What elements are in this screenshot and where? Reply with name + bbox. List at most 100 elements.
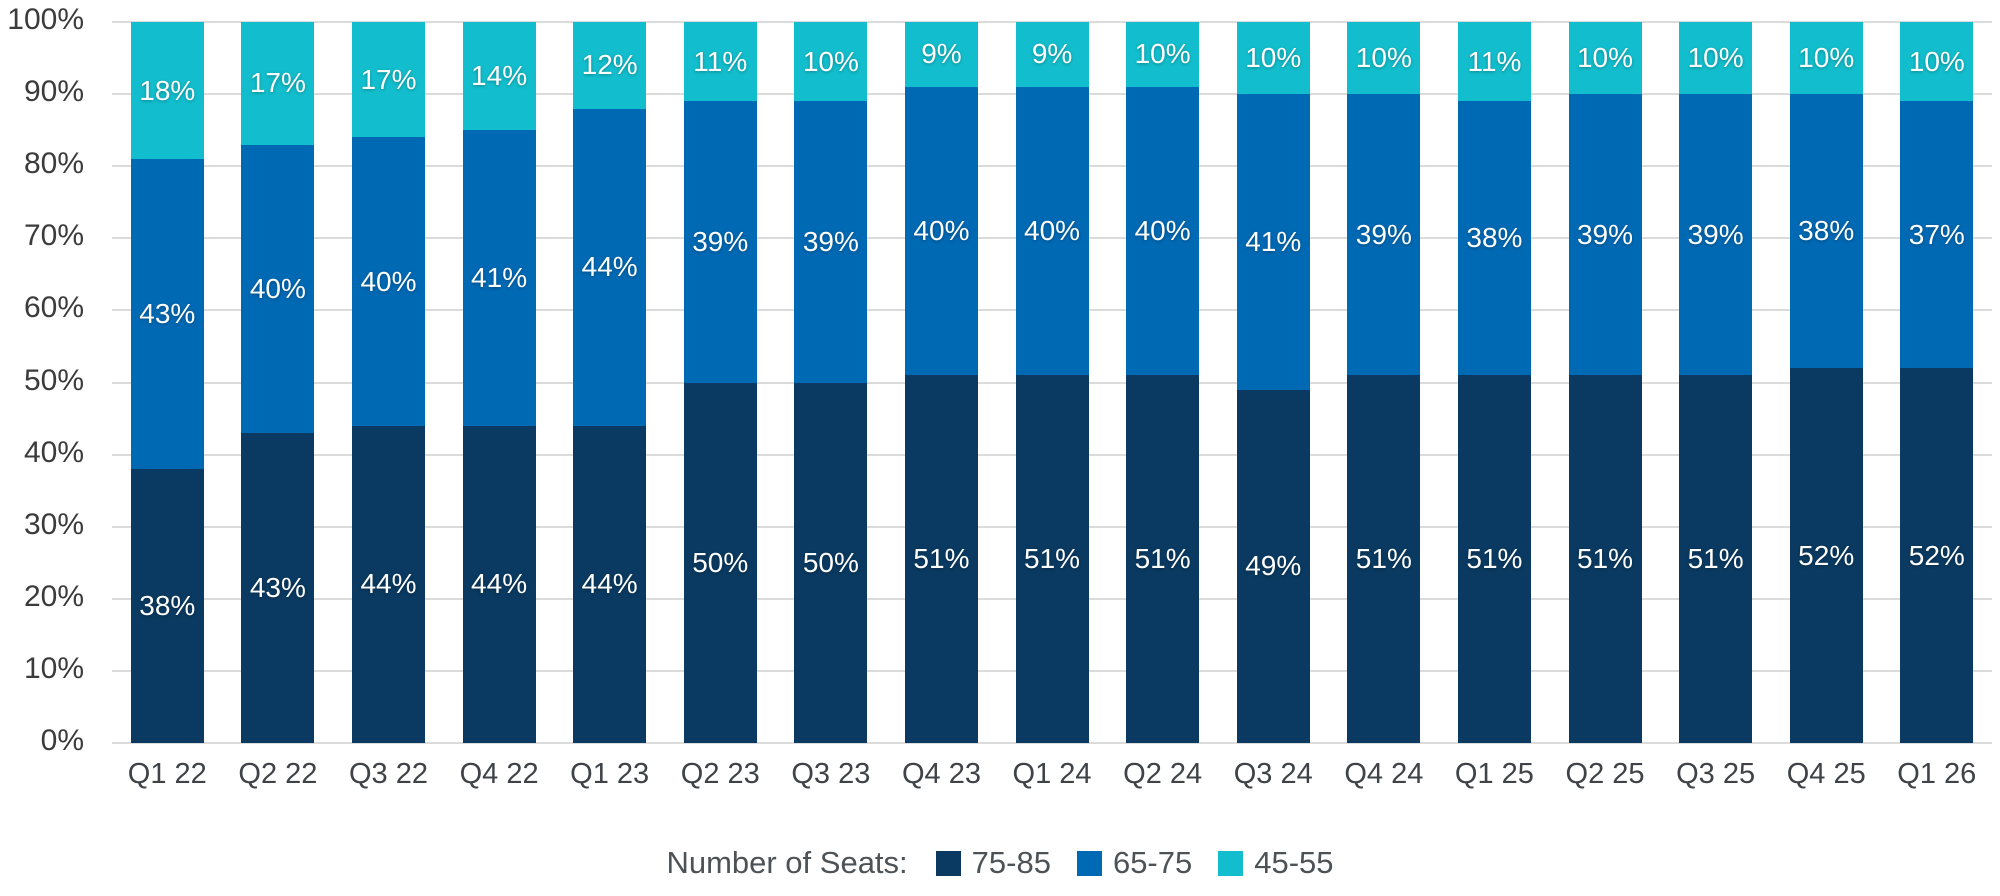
segment-45-55: 18% bbox=[130, 22, 204, 160]
bar-q4-23: 51% 40% 9% bbox=[904, 22, 978, 743]
segment-65-75: 40% bbox=[241, 144, 315, 433]
bar-value-label: 51% bbox=[1687, 543, 1744, 575]
segment-75-85: 52% bbox=[1789, 368, 1863, 743]
segment-45-55: 12% bbox=[573, 22, 647, 109]
bar-value-label: 10% bbox=[802, 45, 859, 77]
bar-q1-25: 51% 38% 11% bbox=[1457, 22, 1531, 743]
x-axis-tick-label-q4-23: Q4 23 bbox=[901, 758, 981, 790]
segment-75-85: 44% bbox=[462, 425, 536, 743]
bar-value-label: 39% bbox=[1355, 218, 1412, 250]
legend-label-45-55: 45-55 bbox=[1254, 845, 1334, 880]
y-axis-tick-label-50: 50% bbox=[23, 363, 84, 397]
segment-65-75: 40% bbox=[1126, 86, 1200, 376]
bar-value-label: 40% bbox=[360, 265, 417, 297]
bar-slot-q1-23: 44% 44% 12% bbox=[554, 22, 665, 743]
segment-45-55: 10% bbox=[1126, 22, 1200, 87]
bar-value-label: 10% bbox=[1798, 42, 1855, 74]
bar-slot-q4-25: 52% 38% 10% bbox=[1771, 22, 1882, 743]
bar-slot-q1-24: 51% 40% 9% bbox=[997, 22, 1108, 743]
segment-75-85: 51% bbox=[1126, 375, 1200, 743]
bar-slot-q2-25: 51% 39% 10% bbox=[1550, 22, 1661, 743]
segment-65-75: 41% bbox=[1236, 94, 1310, 390]
bar-value-label: 10% bbox=[1355, 42, 1412, 74]
bar-q2-22: 43% 40% 17% bbox=[241, 22, 315, 743]
segment-75-85: 51% bbox=[1457, 375, 1531, 743]
segment-45-55: 11% bbox=[1457, 22, 1531, 102]
bar-value-label: 39% bbox=[1687, 218, 1744, 250]
segment-45-55: 10% bbox=[1900, 22, 1974, 102]
bar-value-label: 40% bbox=[249, 272, 306, 304]
segment-45-55: 10% bbox=[1568, 22, 1642, 95]
bar-slot-q2-22: 43% 40% 17% bbox=[223, 22, 334, 743]
bar-value-label: 41% bbox=[1245, 225, 1302, 257]
bar-value-label: 51% bbox=[913, 543, 970, 575]
segment-65-75: 41% bbox=[462, 130, 536, 426]
segment-65-75: 39% bbox=[1347, 94, 1421, 376]
bar-q4-22: 44% 41% 14% bbox=[462, 22, 536, 743]
bar-value-label: 51% bbox=[1576, 543, 1634, 575]
segment-45-55: 9% bbox=[1015, 22, 1089, 87]
legend-swatch-65-75 bbox=[1076, 850, 1102, 876]
bar-value-label: 18% bbox=[139, 74, 196, 106]
segment-45-55: 11% bbox=[683, 22, 757, 102]
y-axis-tick-label-20: 20% bbox=[23, 579, 84, 613]
x-axis-tick-label-q3-23: Q3 23 bbox=[791, 758, 871, 790]
legend-items: 75-85 65-75 45-55 bbox=[935, 845, 1334, 881]
bar-value-label: 10% bbox=[1908, 45, 1965, 77]
segment-65-75: 38% bbox=[1789, 94, 1863, 369]
bar-slot-q1-26: 52% 37% 10% bbox=[1882, 22, 1993, 743]
x-axis-tick-label-q4-24: Q4 24 bbox=[1344, 758, 1424, 790]
segment-75-85: 51% bbox=[1679, 375, 1753, 743]
segment-65-75: 44% bbox=[573, 108, 647, 426]
plot-area: 38% 43% 18% 43% 40% 17% 44% 40% 17% 44% 41% 14% 44% 4… bbox=[112, 21, 1992, 744]
bar-q1-23: 44% 44% 12% bbox=[573, 22, 647, 743]
segment-65-75: 39% bbox=[683, 101, 757, 383]
bar-slot-q3-23: 50% 39% 10% bbox=[776, 22, 887, 743]
y-axis-tick-label-0: 0% bbox=[40, 724, 84, 757]
bar-value-label: 40% bbox=[1134, 215, 1191, 247]
segment-45-55: 17% bbox=[241, 22, 315, 145]
segment-45-55: 10% bbox=[1236, 22, 1310, 95]
legend-item-75-85: 75-85 bbox=[935, 845, 1051, 881]
segment-75-85: 44% bbox=[351, 425, 425, 743]
bar-value-label: 50% bbox=[802, 546, 859, 578]
bar-value-label: 39% bbox=[1576, 218, 1634, 250]
bar-q3-24: 49% 41% 10% bbox=[1236, 22, 1310, 743]
x-axis-tick-label-q1-22: Q1 22 bbox=[127, 758, 207, 790]
bar-q1-24: 51% 40% 9% bbox=[1015, 22, 1089, 743]
bar-value-label: 17% bbox=[360, 63, 417, 95]
bar-value-label: 39% bbox=[802, 225, 859, 257]
bar-value-label: 10% bbox=[1687, 42, 1744, 74]
bar-q2-23: 50% 39% 11% bbox=[683, 22, 757, 743]
bar-slot-q2-23: 50% 39% 11% bbox=[665, 22, 776, 743]
bar-slot-q3-22: 44% 40% 17% bbox=[333, 22, 444, 743]
bar-value-label: 12% bbox=[581, 49, 638, 81]
bar-value-label: 39% bbox=[692, 225, 749, 257]
segment-65-75: 40% bbox=[351, 137, 425, 426]
bar-value-label: 44% bbox=[471, 568, 528, 600]
bar-value-label: 52% bbox=[1908, 539, 1965, 571]
bar-slot-q1-25: 51% 38% 11% bbox=[1439, 22, 1550, 743]
bar-q2-24: 51% 40% 10% bbox=[1126, 22, 1200, 743]
bar-q3-23: 50% 39% 10% bbox=[794, 22, 868, 743]
segment-65-75: 37% bbox=[1900, 101, 1974, 369]
x-axis-tick-label-q3-24: Q3 24 bbox=[1233, 758, 1313, 790]
legend-swatch-45-55 bbox=[1218, 850, 1244, 876]
x-axis-tick-label-q2-24: Q2 24 bbox=[1123, 758, 1203, 790]
bar-value-label: 17% bbox=[249, 67, 306, 99]
x-axis-tick-label-q1-26: Q1 26 bbox=[1897, 758, 1977, 790]
bars-row: 38% 43% 18% 43% 40% 17% 44% 40% 17% 44% 41% 14% 44% 4… bbox=[112, 22, 1992, 743]
bar-value-label: 44% bbox=[360, 568, 417, 600]
segment-75-85: 44% bbox=[573, 425, 647, 743]
x-axis-tick-label-q4-25: Q4 25 bbox=[1786, 758, 1866, 790]
segment-65-75: 40% bbox=[904, 86, 978, 376]
segment-45-55: 9% bbox=[904, 22, 978, 87]
x-axis-tick-label-q2-23: Q2 23 bbox=[680, 758, 760, 790]
bar-value-label: 51% bbox=[1134, 543, 1191, 575]
x-axis-tick-label-q1-23: Q1 23 bbox=[570, 758, 650, 790]
y-axis-tick-label-80: 80% bbox=[23, 147, 84, 181]
bar-value-label: 49% bbox=[1245, 550, 1302, 582]
bar-q3-25: 51% 39% 10% bbox=[1679, 22, 1753, 743]
segment-45-55: 10% bbox=[794, 22, 868, 102]
bar-value-label: 37% bbox=[1908, 218, 1965, 250]
